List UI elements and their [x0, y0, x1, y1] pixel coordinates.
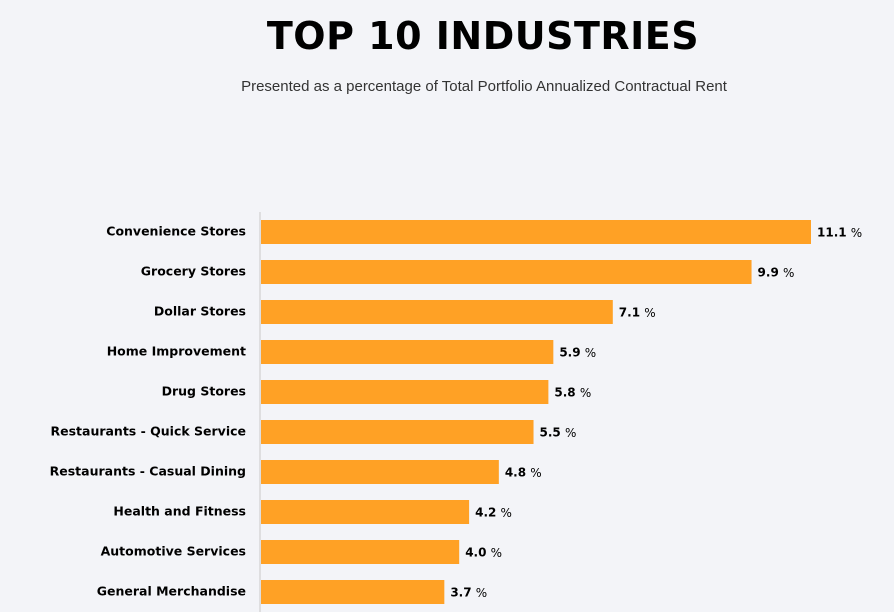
value-label: 5.9 %: [559, 346, 596, 360]
category-label: Restaurants - Casual Dining: [50, 464, 246, 479]
value-label: 11.1 %: [817, 226, 862, 240]
value-suffix: %: [476, 586, 487, 600]
category-label: Health and Fitness: [113, 504, 246, 519]
category-label: Drug Stores: [162, 384, 246, 399]
value-suffix: %: [585, 346, 596, 360]
category-label: Grocery Stores: [141, 264, 246, 279]
category-label: Dollar Stores: [154, 304, 246, 319]
bar: [261, 580, 445, 604]
value-label: 9.9 %: [758, 266, 795, 280]
chart-title: TOP 10 INDUSTRIES: [266, 14, 700, 58]
value-label: 4.2 %: [475, 506, 512, 520]
category-label: General Merchandise: [97, 584, 246, 599]
value-suffix: %: [565, 426, 576, 440]
bar: [261, 340, 554, 364]
value-suffix: %: [580, 386, 591, 400]
value-label: 3.7 %: [450, 586, 487, 600]
value-label: 4.0 %: [465, 546, 502, 560]
bar: [261, 220, 811, 244]
bar: [261, 460, 499, 484]
value-suffix: %: [530, 466, 541, 480]
bar: [261, 420, 534, 444]
category-label: Convenience Stores: [106, 224, 246, 239]
bar: [261, 500, 470, 524]
value-suffix: %: [501, 506, 512, 520]
value-label: 7.1 %: [619, 306, 656, 320]
value-suffix: %: [644, 306, 655, 320]
category-label: Restaurants - Quick Service: [50, 424, 246, 439]
value-label: 5.8 %: [554, 386, 591, 400]
value-label: 5.5 %: [540, 426, 577, 440]
value-suffix: %: [783, 266, 794, 280]
category-label: Automotive Services: [101, 544, 246, 559]
bar: [261, 540, 460, 564]
bar: [261, 300, 613, 324]
bar: [261, 260, 752, 284]
category-label: Home Improvement: [107, 344, 246, 359]
value-suffix: %: [851, 226, 862, 240]
value-suffix: %: [491, 546, 502, 560]
value-label: 4.8 %: [505, 466, 542, 480]
chart-subtitle: Presented as a percentage of Total Portf…: [241, 78, 727, 95]
bar: [261, 380, 549, 404]
